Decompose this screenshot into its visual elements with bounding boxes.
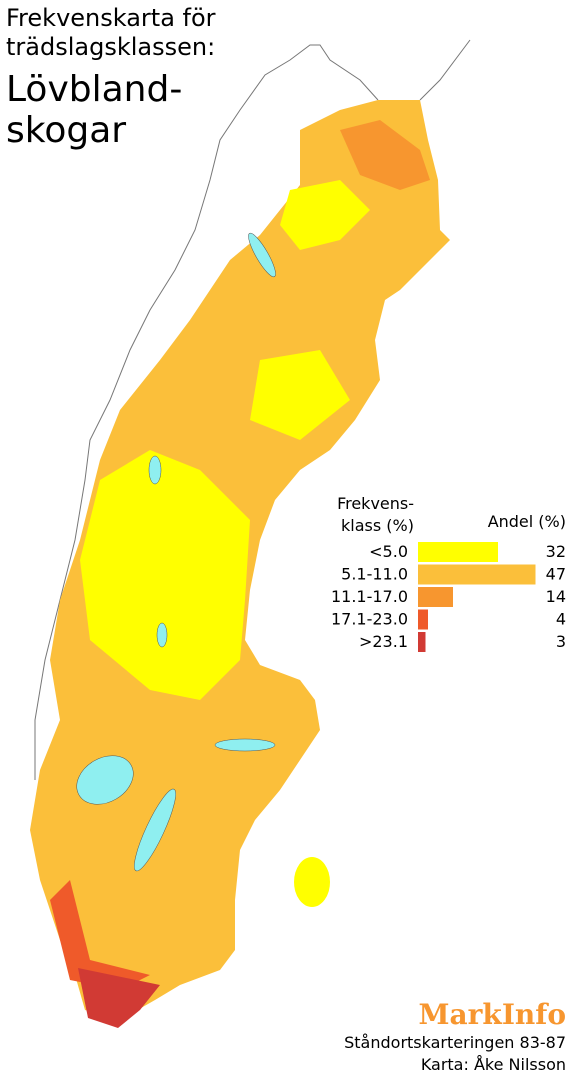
lake [156, 622, 168, 648]
lake [248, 232, 276, 278]
finland-border [419, 39, 471, 101]
title-big: Lövbland- [6, 69, 182, 110]
legend-header: Andel (%) [488, 512, 566, 531]
class-label: 17.1-23.0 [331, 610, 408, 629]
gotland [294, 857, 330, 907]
share-value: 3 [556, 632, 566, 651]
norway-border [34, 44, 379, 780]
share-bar [418, 632, 426, 652]
lake-malaren [214, 738, 276, 752]
lake-vanern [76, 755, 134, 805]
class-label: 11.1-17.0 [331, 587, 408, 606]
share-bar [418, 564, 536, 585]
top-zone [78, 968, 160, 1028]
class-label: >23.1 [359, 632, 408, 651]
low-zone [80, 450, 250, 700]
share-value: 14 [546, 587, 566, 606]
class-label: <5.0 [369, 542, 408, 561]
brand: MarkInfo [419, 998, 566, 1031]
high-zone [340, 120, 430, 190]
title-line: Frekvenskarta för [6, 4, 216, 32]
legend-header: klass (%) [341, 516, 414, 535]
share-value: 4 [556, 610, 566, 629]
legend: Frekvens- klass (%) Andel (%) <5.0 32 5.1-… [331, 494, 566, 652]
high-zone [50, 880, 150, 990]
share-bar [418, 542, 498, 562]
share-value: 32 [546, 542, 566, 561]
author: Karta: Åke Nilsson [421, 1055, 566, 1074]
low-zone [280, 180, 370, 250]
class-label: 5.1-11.0 [341, 565, 408, 584]
legend-header: Frekvens- [337, 494, 414, 513]
title-line: trädslagsklassen: [6, 33, 215, 61]
title-big: skogar [6, 110, 126, 151]
lake [148, 455, 162, 485]
low-zone [250, 350, 350, 440]
share-value: 47 [546, 565, 566, 584]
map [30, 39, 471, 1028]
lake-vattern [134, 788, 176, 872]
share-bar [418, 609, 428, 630]
source: Ståndortskarteringen 83-87 [344, 1033, 566, 1052]
share-bar [418, 587, 453, 607]
